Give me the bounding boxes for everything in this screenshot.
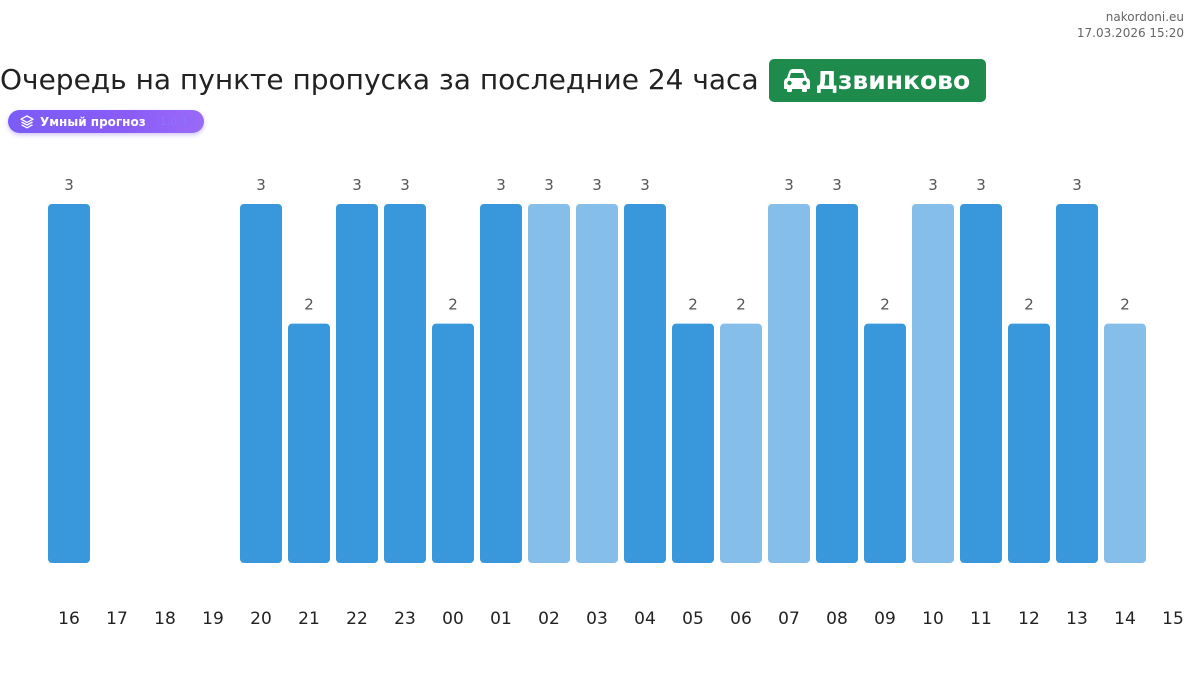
data-label-00: 2 <box>448 296 458 314</box>
tick-label-22: 22 <box>346 609 368 629</box>
tick-label-14: 14 <box>1114 609 1136 629</box>
bar-10 <box>912 204 954 563</box>
bar-02 <box>528 204 570 563</box>
tick-label-09: 09 <box>874 609 896 629</box>
data-label-11: 3 <box>976 176 986 194</box>
tick-label-08: 08 <box>826 609 848 629</box>
data-label-12: 2 <box>1024 296 1034 314</box>
tick-label-17: 17 <box>106 609 128 629</box>
bar-13 <box>1056 204 1098 563</box>
forecast-version: 1.0.1 <box>159 115 188 128</box>
tick-label-05: 05 <box>682 609 704 629</box>
bar-01 <box>480 204 522 563</box>
tick-label-16: 16 <box>58 609 80 629</box>
tick-label-06: 06 <box>730 609 752 629</box>
car-icon <box>783 68 811 92</box>
forecast-label: Умный прогноз <box>40 114 146 129</box>
bar-03 <box>576 204 618 563</box>
data-label-13: 3 <box>1072 176 1082 194</box>
bar-11 <box>960 204 1002 563</box>
data-label-23: 3 <box>400 176 410 194</box>
bar-09 <box>864 323 906 563</box>
tick-label-15: 15 <box>1162 609 1184 629</box>
tick-label-01: 01 <box>490 609 512 629</box>
tick-label-23: 23 <box>394 609 416 629</box>
bar-07 <box>768 204 810 563</box>
layers-icon <box>20 114 34 129</box>
data-label-04: 3 <box>640 176 650 194</box>
data-label-09: 2 <box>880 296 890 314</box>
checkpoint-name: Дзвинково <box>815 65 971 95</box>
data-label-08: 3 <box>832 176 842 194</box>
page-title: Очередь на пункте пропуска за последние … <box>0 63 759 96</box>
site-meta: nakordoni.eu 17.03.2026 15:20 <box>1077 9 1184 41</box>
bar-14 <box>1104 323 1146 563</box>
data-label-02: 3 <box>544 176 554 194</box>
forecast-toggle[interactable]: Умный прогноз 1.0.1 <box>8 110 204 133</box>
tick-label-13: 13 <box>1066 609 1088 629</box>
bar-05 <box>672 323 714 563</box>
data-label-20: 3 <box>256 176 266 194</box>
checkpoint-badge: Дзвинково <box>768 58 987 102</box>
data-label-21: 2 <box>304 296 314 314</box>
bar-23 <box>384 204 426 563</box>
data-label-05: 2 <box>688 296 698 314</box>
bar-12 <box>1008 323 1050 563</box>
site-domain: nakordoni.eu <box>1105 10 1184 24</box>
bar-20 <box>240 204 282 563</box>
data-label-01: 3 <box>496 176 506 194</box>
data-label-22: 3 <box>352 176 362 194</box>
tick-label-07: 07 <box>778 609 800 629</box>
bar-21 <box>288 323 330 563</box>
tick-label-20: 20 <box>250 609 272 629</box>
site-timestamp: 17.03.2026 15:20 <box>1076 26 1184 40</box>
tick-label-19: 19 <box>202 609 224 629</box>
title-row: Очередь на пункте пропуска за последние … <box>0 58 987 102</box>
bar-06 <box>720 323 762 563</box>
bar-08 <box>816 204 858 563</box>
tick-label-00: 00 <box>442 609 464 629</box>
bar-22 <box>336 204 378 563</box>
tick-label-03: 03 <box>586 609 608 629</box>
data-label-03: 3 <box>592 176 602 194</box>
tick-label-10: 10 <box>922 609 944 629</box>
tick-label-12: 12 <box>1018 609 1040 629</box>
tick-label-18: 18 <box>154 609 176 629</box>
data-label-14: 2 <box>1120 296 1130 314</box>
bar-00 <box>432 323 474 563</box>
tick-label-11: 11 <box>970 609 992 629</box>
tick-label-04: 04 <box>634 609 656 629</box>
data-label-07: 3 <box>784 176 794 194</box>
data-label-06: 2 <box>736 296 746 314</box>
bar-04 <box>624 204 666 563</box>
tick-label-21: 21 <box>298 609 320 629</box>
data-label-16: 3 <box>64 176 74 194</box>
data-label-10: 3 <box>928 176 938 194</box>
tick-label-02: 02 <box>538 609 560 629</box>
bar-16 <box>48 204 90 563</box>
